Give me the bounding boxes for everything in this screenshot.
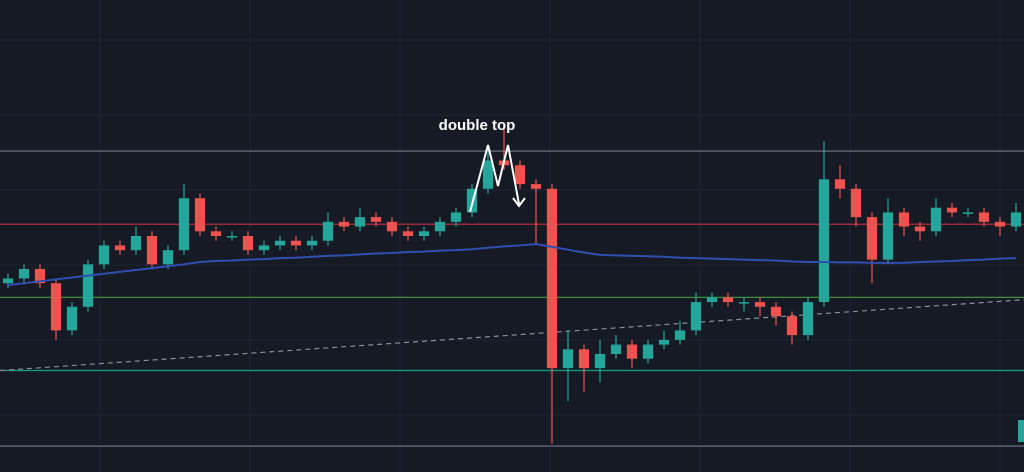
candle-body [834, 179, 846, 189]
candle-body [818, 179, 830, 303]
candle-body [530, 184, 542, 189]
candle-body [418, 231, 430, 236]
annotation: double top [439, 117, 516, 134]
candle-body [66, 306, 78, 331]
candle-body [882, 212, 894, 260]
candle-body [386, 221, 398, 232]
candle-body [674, 330, 686, 340]
overlay: double top [439, 117, 1024, 442]
moving-average [7, 243, 1017, 287]
candle-body [658, 339, 670, 345]
candle-body [258, 245, 270, 251]
candle-body [962, 212, 974, 214]
candle-body [786, 316, 798, 336]
candle-body [450, 212, 462, 222]
levels [0, 150, 1024, 447]
candle-body [546, 188, 558, 369]
candle-body [482, 160, 494, 189]
candle-body [578, 349, 590, 369]
candle-body [402, 231, 414, 236]
candle-body [594, 354, 606, 369]
candle-body [242, 236, 254, 251]
candle-body [978, 212, 990, 222]
candle-body [130, 236, 142, 251]
arrow-head [512, 197, 526, 208]
candle-body [514, 165, 526, 185]
candle-body [946, 207, 958, 213]
candle-body [866, 217, 878, 260]
candle-body [98, 245, 110, 265]
candle-body [610, 344, 622, 354]
candle-body [466, 188, 478, 213]
candle-body [34, 269, 46, 284]
candle-body [562, 349, 574, 369]
candle-body [290, 240, 302, 246]
candle-body [642, 344, 654, 359]
candle-body [2, 278, 14, 284]
candle-body [1010, 212, 1022, 227]
candle-body [82, 264, 94, 307]
candle-body [770, 306, 782, 317]
candle-body [898, 212, 910, 227]
candle-body [162, 250, 174, 265]
candle-body [306, 240, 318, 246]
candle-body [178, 198, 190, 251]
candle-body [690, 302, 702, 331]
candle-body [274, 240, 286, 246]
candle-body [626, 344, 638, 359]
candle-body [226, 236, 238, 238]
candle-body [210, 231, 222, 236]
candle-body [114, 245, 126, 251]
candle-body [914, 226, 926, 232]
candles [2, 122, 1022, 444]
candle-body [18, 269, 30, 279]
candle-body [338, 221, 350, 227]
trendline [0, 299, 1024, 372]
candle-body [50, 283, 62, 331]
candle-body [738, 302, 750, 304]
candle-body [354, 217, 366, 227]
price-marker [1018, 420, 1024, 442]
candle-body [434, 221, 446, 232]
candle-body [322, 221, 334, 241]
candle-body [994, 221, 1006, 227]
candle-body [754, 302, 766, 307]
candle-body [722, 297, 734, 303]
double-top-drawing [469, 144, 520, 213]
candle-body [706, 297, 718, 303]
candle-body [146, 236, 158, 265]
candle-body [802, 302, 814, 336]
candle-body [194, 198, 206, 232]
candle-body [370, 217, 382, 222]
candle-body [850, 188, 862, 218]
candle-body [930, 207, 942, 232]
